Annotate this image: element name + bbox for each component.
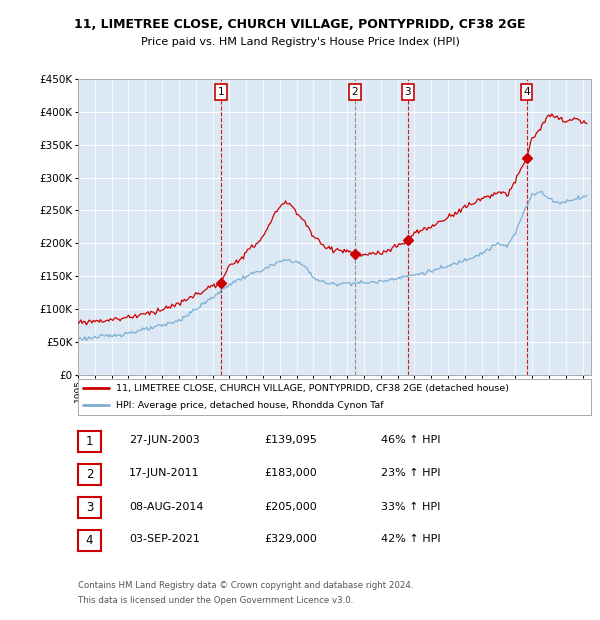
Text: £329,000: £329,000 [264,534,317,544]
Text: Contains HM Land Registry data © Crown copyright and database right 2024.: Contains HM Land Registry data © Crown c… [78,582,413,590]
Text: 42% ↑ HPI: 42% ↑ HPI [381,534,440,544]
Text: 4: 4 [523,87,530,97]
Text: 3: 3 [86,502,93,514]
Text: 11, LIMETREE CLOSE, CHURCH VILLAGE, PONTYPRIDD, CF38 2GE: 11, LIMETREE CLOSE, CHURCH VILLAGE, PONT… [74,19,526,31]
Text: 27-JUN-2003: 27-JUN-2003 [129,435,200,445]
Text: 17-JUN-2011: 17-JUN-2011 [129,468,200,478]
Text: HPI: Average price, detached house, Rhondda Cynon Taf: HPI: Average price, detached house, Rhon… [116,401,384,410]
Text: Price paid vs. HM Land Registry's House Price Index (HPI): Price paid vs. HM Land Registry's House … [140,37,460,46]
Text: £183,000: £183,000 [264,468,317,478]
Text: 2: 2 [86,468,93,481]
Text: 11, LIMETREE CLOSE, CHURCH VILLAGE, PONTYPRIDD, CF38 2GE (detached house): 11, LIMETREE CLOSE, CHURCH VILLAGE, PONT… [116,384,509,393]
Text: 08-AUG-2014: 08-AUG-2014 [129,502,203,512]
Text: 33% ↑ HPI: 33% ↑ HPI [381,502,440,512]
Text: 46% ↑ HPI: 46% ↑ HPI [381,435,440,445]
Text: This data is licensed under the Open Government Licence v3.0.: This data is licensed under the Open Gov… [78,596,353,604]
Text: 2: 2 [352,87,358,97]
Text: 4: 4 [86,534,93,547]
Text: £205,000: £205,000 [264,502,317,512]
Text: 1: 1 [218,87,224,97]
Text: 1: 1 [86,435,93,448]
Text: 23% ↑ HPI: 23% ↑ HPI [381,468,440,478]
Text: 03-SEP-2021: 03-SEP-2021 [129,534,200,544]
Text: £139,095: £139,095 [264,435,317,445]
Text: 3: 3 [404,87,411,97]
